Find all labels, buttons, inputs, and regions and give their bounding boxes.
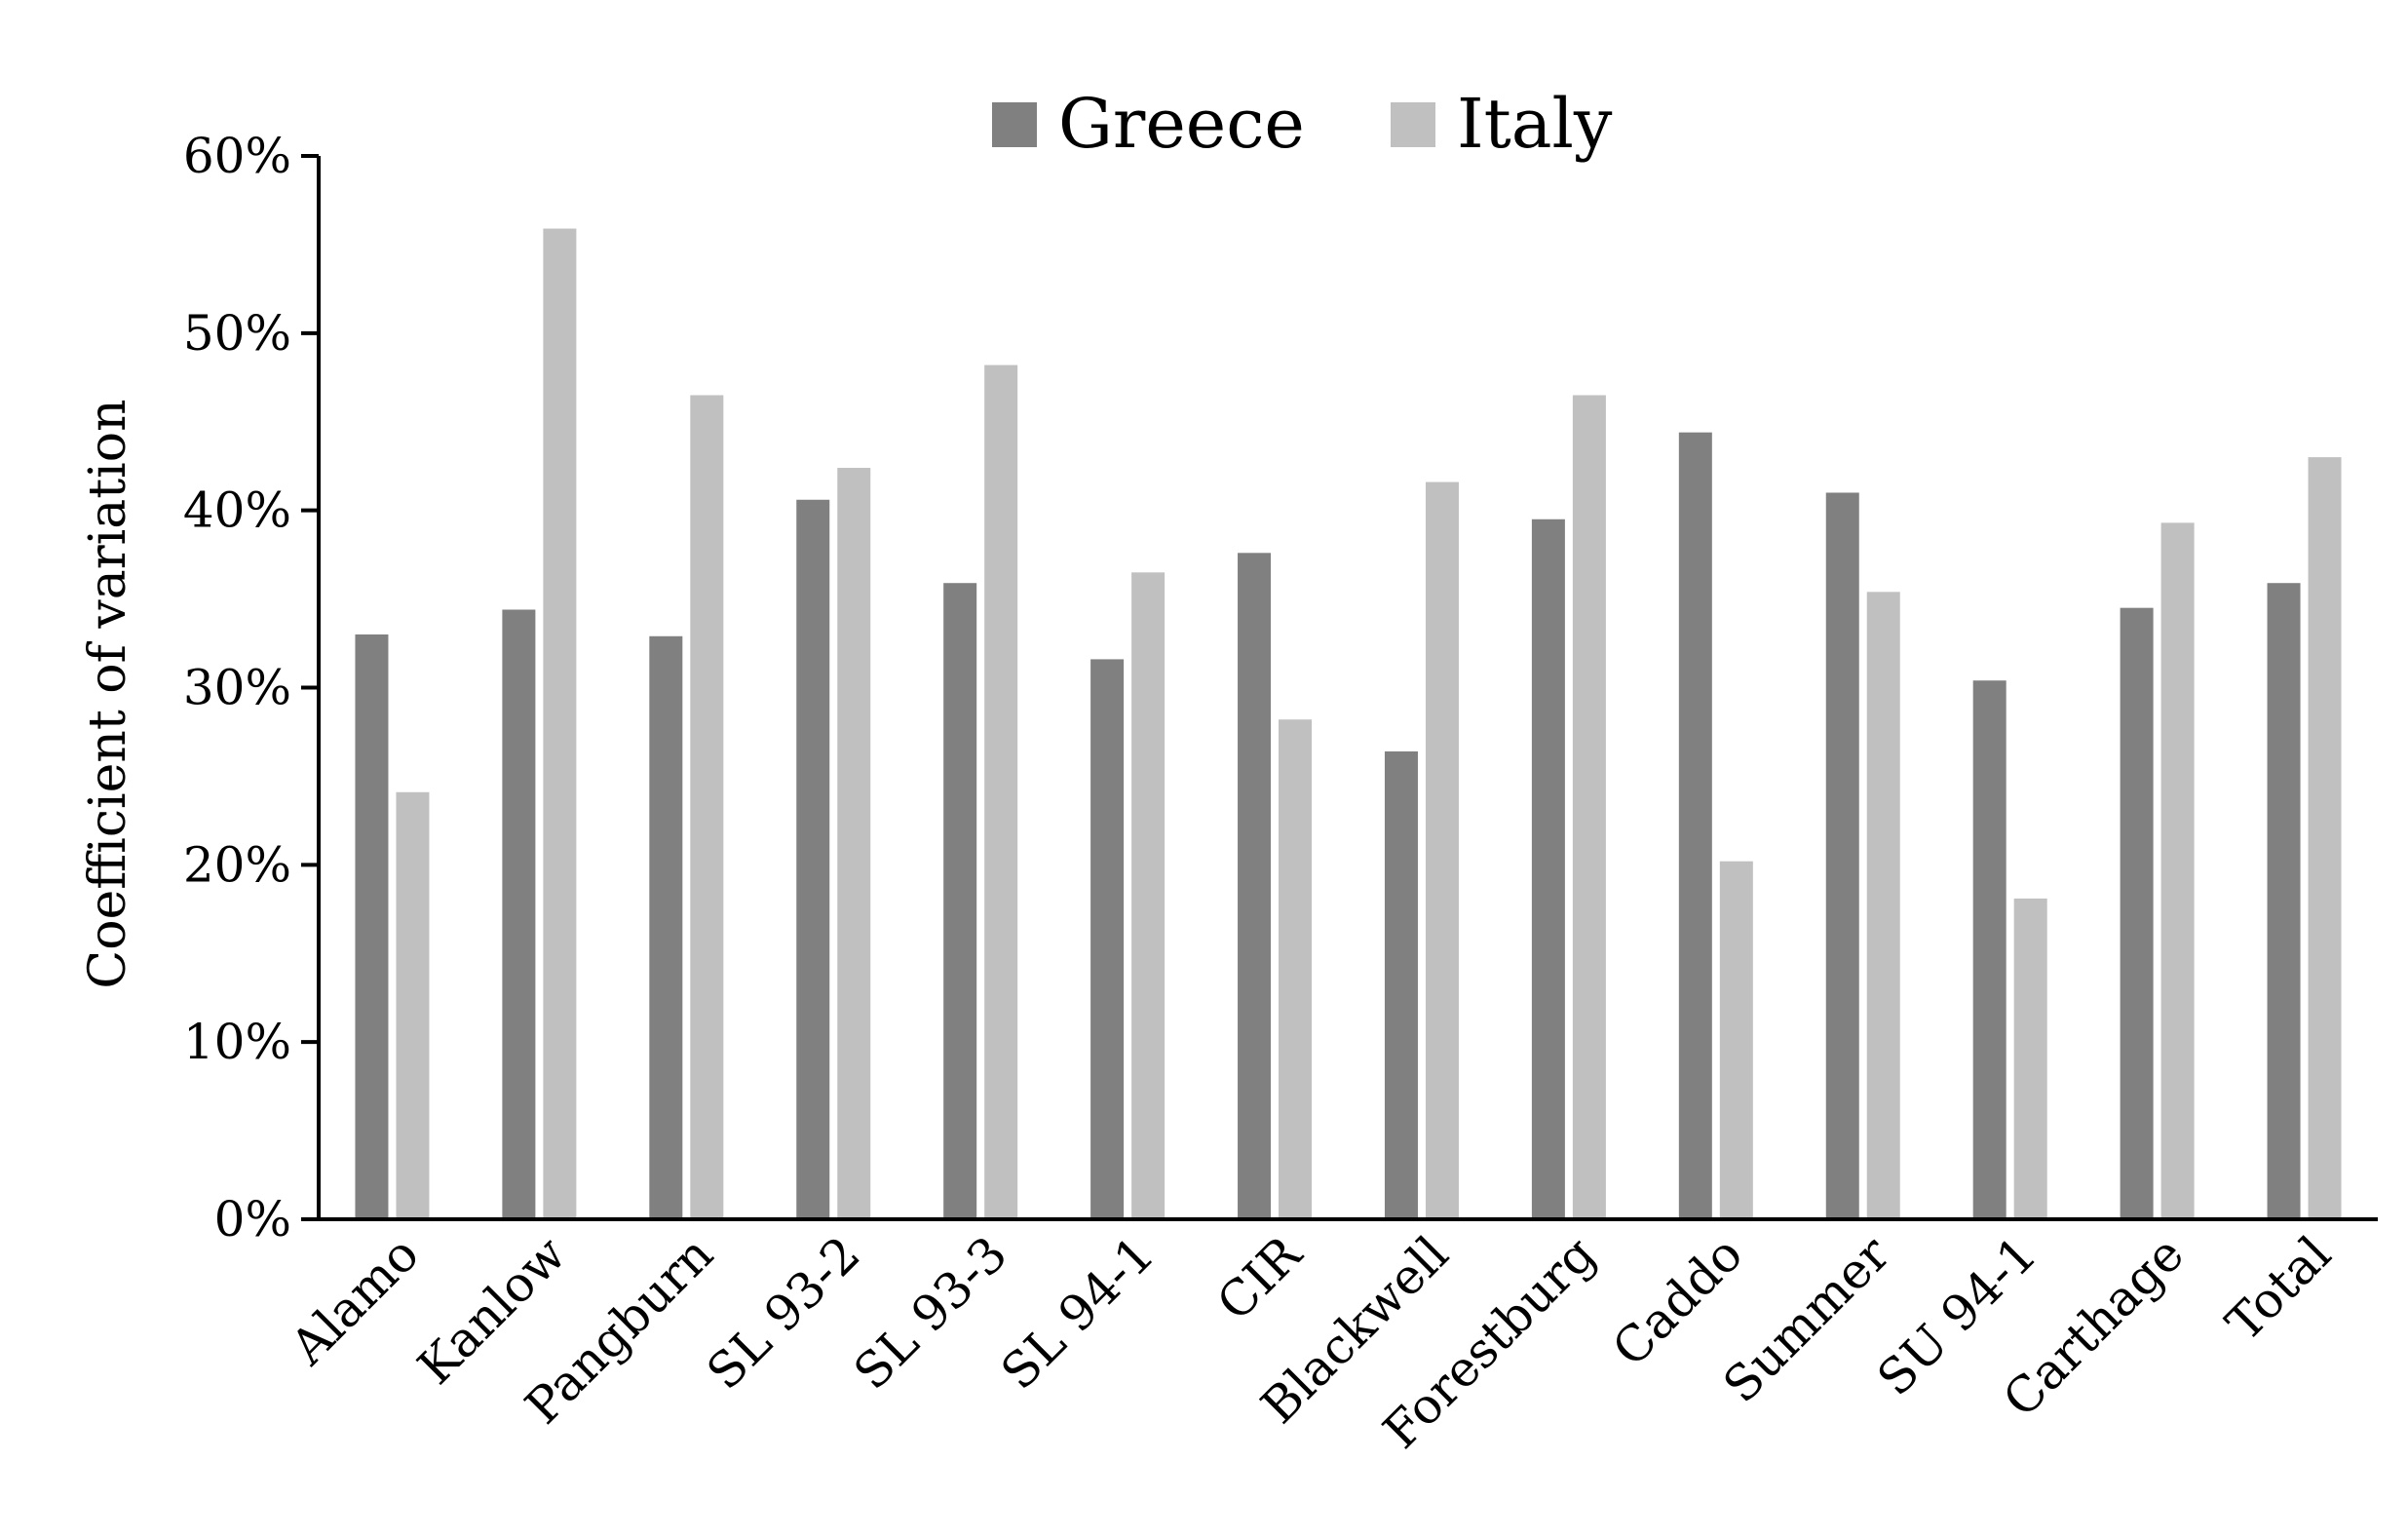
bar-italy-summer <box>1866 592 1900 1219</box>
legend-label-greece: Greece <box>1058 84 1305 164</box>
bar-greece-blackwell <box>1384 750 1418 1219</box>
legend-label-italy: Italy <box>1457 84 1613 164</box>
y-tick-label: 0% <box>214 1191 291 1248</box>
bar-italy-total <box>2308 457 2342 1219</box>
y-axis-title-group: Coefficient of variation <box>79 399 137 988</box>
bar-italy-caddo <box>1719 861 1753 1219</box>
bar-greece-cir <box>1238 553 1272 1219</box>
bar-greece-sl-93-2 <box>796 499 830 1219</box>
bar-italy-kanlow <box>543 228 577 1220</box>
bar-greece-kanlow <box>502 609 536 1219</box>
x-category-label: Total <box>2215 1225 2342 1352</box>
bar-greece-su-94-1 <box>1972 680 2007 1219</box>
x-category-label: SL 93-2 <box>696 1225 870 1400</box>
bar-italy-carthage <box>2160 522 2195 1219</box>
bar-greece-alamo <box>355 634 389 1219</box>
y-tick-label: 60% <box>183 128 291 184</box>
y-tick-label: 30% <box>183 660 291 716</box>
bar-italy-forestburg <box>1572 395 1606 1220</box>
bar-italy-su-94-1 <box>2013 898 2047 1219</box>
bar-italy-blackwell <box>1425 481 1459 1219</box>
x-category-label: SL 93-3 <box>843 1225 1017 1400</box>
y-axis-ticks: 0% 10% 20% 30% 40% 50% 60% <box>183 128 319 1248</box>
bar-greece-carthage <box>2120 607 2154 1219</box>
bar-italy-sl-93-3 <box>984 365 1018 1219</box>
bar-greece-sl-94-1 <box>1090 659 1125 1219</box>
axes <box>302 156 2378 1221</box>
bars <box>355 228 2342 1220</box>
bar-italy-sl-94-1 <box>1131 572 1166 1219</box>
bar-italy-sl-93-2 <box>837 468 871 1219</box>
legend-swatch-italy <box>1391 102 1435 147</box>
bar-greece-summer <box>1825 492 1859 1219</box>
legend-swatch-greece <box>992 102 1037 147</box>
x-category-label: CIR <box>1206 1225 1314 1332</box>
y-tick-label: 10% <box>183 1014 291 1070</box>
bar-greece-forestburg <box>1531 519 1565 1219</box>
bar-greece-pangburn <box>649 635 683 1219</box>
bar-italy-cir <box>1279 719 1313 1219</box>
bar-greece-sl-93-3 <box>943 583 977 1219</box>
x-category-label: Alamo <box>279 1225 429 1375</box>
bar-greece-total <box>2267 583 2301 1219</box>
bar-italy-pangburn <box>690 395 724 1220</box>
y-tick-label: 40% <box>183 482 291 539</box>
y-tick-label: 20% <box>183 836 291 893</box>
x-category-label: SL 94-1 <box>990 1225 1165 1400</box>
y-axis-title: Coefficient of variation <box>79 399 137 988</box>
bar-italy-alamo <box>396 791 430 1219</box>
y-tick-label: 50% <box>183 305 291 362</box>
legend: Greece Italy <box>992 84 1613 164</box>
bar-greece-caddo <box>1678 432 1712 1219</box>
